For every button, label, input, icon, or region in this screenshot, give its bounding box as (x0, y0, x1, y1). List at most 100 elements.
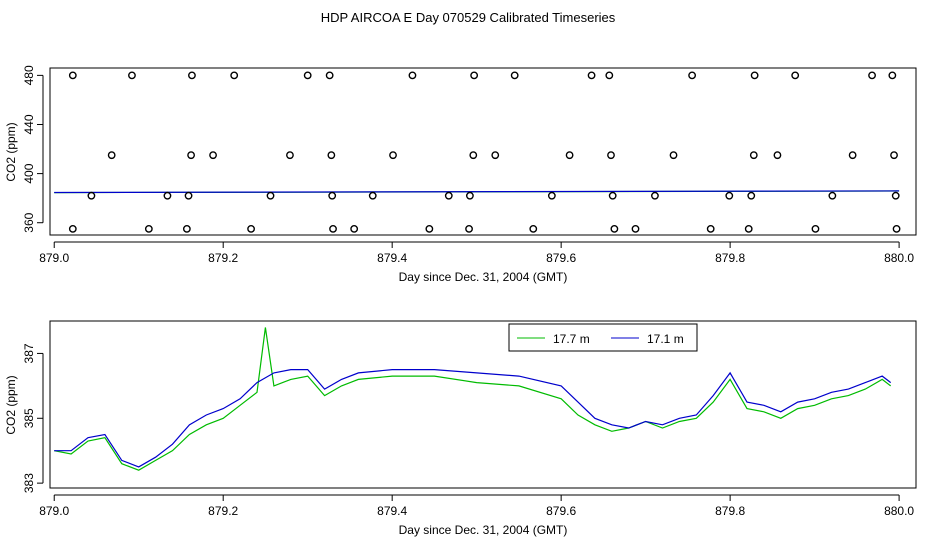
data-point (469, 151, 478, 160)
data-point (631, 224, 640, 233)
data-point (247, 224, 255, 233)
bottom-x-tick-label: 879.4 (377, 504, 407, 518)
data-point (491, 151, 500, 160)
bottom-panel-frame (49, 320, 917, 489)
figure-title: HDP AIRCOA E Day 070529 Calibrated Times… (321, 10, 616, 25)
data-point (389, 151, 397, 160)
bottom-series-line-2 (54, 369, 892, 468)
top-x-axis: 879.0 879.2 879.4 879.6 879.8 880.0 (39, 241, 914, 265)
data-point (325, 71, 334, 80)
data-point (68, 71, 77, 80)
data-point (144, 224, 153, 233)
top-y-tick-label: 440 (22, 114, 36, 134)
data-point (327, 151, 336, 160)
data-point (368, 191, 377, 200)
top-y-tick-label: 400 (22, 163, 36, 183)
data-point (68, 224, 77, 233)
top-y-tick-label: 360 (22, 212, 36, 232)
data-point (465, 224, 473, 233)
bottom-y-axis: 383 385 387 (22, 343, 44, 493)
data-point (107, 151, 116, 160)
data-point (187, 151, 195, 160)
bottom-x-tick-label: 879.6 (546, 504, 576, 518)
data-point (266, 191, 275, 200)
data-point (892, 224, 901, 233)
data-point (444, 191, 453, 200)
top-points (68, 71, 901, 233)
data-point (747, 191, 756, 200)
data-point (466, 191, 474, 200)
data-point (891, 191, 900, 200)
bottom-panel: 879.0 879.2 879.4 879.6 879.8 880.0 383 385 387… (4, 320, 917, 537)
top-series-lines (54, 190, 900, 194)
bottom-x-tick-label: 880.0 (884, 504, 914, 518)
data-point (888, 71, 897, 80)
data-point (565, 151, 574, 160)
data-point (828, 191, 837, 200)
top-x-tick-label: 879.8 (715, 251, 745, 265)
data-point (547, 191, 556, 200)
data-point (706, 224, 715, 233)
data-point (303, 71, 312, 80)
data-point (328, 191, 337, 200)
bottom-series-line-1 (54, 327, 892, 471)
top-x-tick-label: 879.2 (208, 251, 238, 265)
data-point (725, 191, 734, 200)
data-point (669, 151, 678, 160)
data-point (811, 224, 820, 233)
data-point (510, 71, 519, 80)
data-point (750, 71, 759, 80)
data-point (773, 151, 782, 160)
data-point (182, 224, 191, 233)
top-x-tick-label: 880.0 (884, 251, 914, 265)
data-point (286, 151, 294, 160)
data-point (587, 71, 596, 80)
top-x-tick-label: 879.0 (39, 251, 69, 265)
top-y-tick-label: 480 (22, 65, 36, 85)
data-point (607, 151, 615, 160)
bottom-series-lines (54, 327, 892, 471)
top-x-axis-label: Day since Dec. 31, 2004 (GMT) (399, 270, 568, 284)
bottom-y-axis-label: CO2 (ppm) (4, 375, 18, 434)
top-panel-frame (49, 67, 917, 236)
data-point (425, 224, 434, 233)
legend: 17.7 m 17.1 m (508, 323, 698, 352)
bottom-x-axis-label: Day since Dec. 31, 2004 (GMT) (399, 523, 568, 537)
bottom-x-tick-label: 879.0 (39, 504, 69, 518)
top-y-axis-label: CO2 (ppm) (4, 122, 18, 181)
bottom-x-tick-label: 879.8 (715, 504, 745, 518)
legend-label-series-1: 17.7 m (553, 332, 590, 346)
top-y-axis: 360 400 440 480 (22, 65, 44, 233)
data-point (470, 71, 479, 80)
data-point (184, 191, 193, 200)
data-point (791, 71, 800, 80)
data-point (749, 151, 758, 160)
data-point (890, 151, 898, 160)
data-point (688, 71, 697, 80)
data-point (87, 191, 96, 200)
top-panel: 879.0 879.2 879.4 879.6 879.8 880.0 360 400 440… (4, 65, 917, 284)
data-point (651, 191, 659, 200)
data-point (230, 71, 239, 80)
data-point (188, 71, 196, 80)
data-point (128, 71, 136, 80)
data-point (408, 71, 417, 80)
data-point (350, 224, 359, 233)
data-point (163, 191, 172, 200)
data-point (744, 224, 753, 233)
bottom-y-tick-label: 385 (22, 408, 36, 428)
data-point (848, 151, 857, 160)
legend-label-series-2: 17.1 m (647, 332, 684, 346)
bottom-y-tick-label: 383 (22, 473, 36, 493)
data-point (605, 71, 614, 80)
bottom-x-axis: 879.0 879.2 879.4 879.6 879.8 880.0 (39, 494, 914, 518)
top-x-tick-label: 879.6 (546, 251, 576, 265)
top-x-tick-label: 879.4 (377, 251, 407, 265)
bottom-y-tick-label: 387 (22, 343, 36, 363)
data-point (608, 191, 617, 200)
data-point (329, 224, 337, 233)
data-point (610, 224, 619, 233)
data-point (529, 224, 538, 233)
